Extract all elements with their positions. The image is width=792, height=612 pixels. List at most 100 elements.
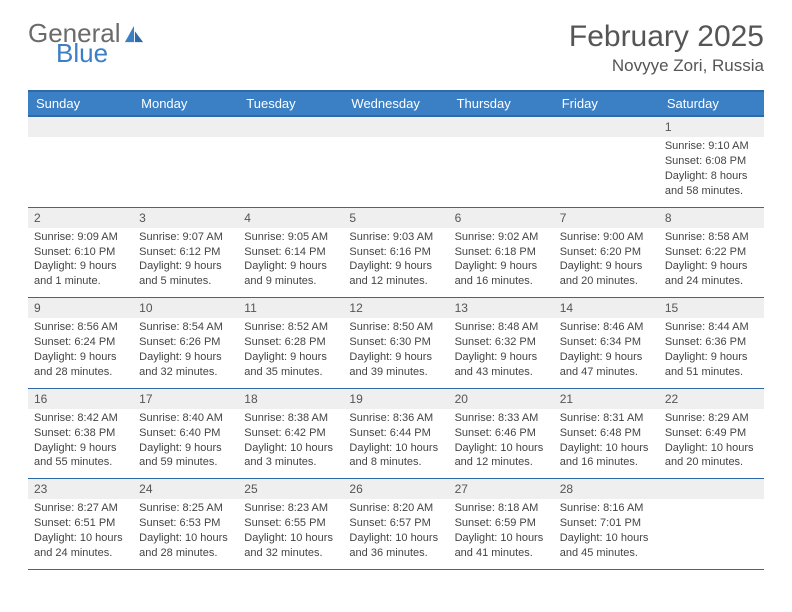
day-cell: 17Sunrise: 8:40 AMSunset: 6:40 PMDayligh… (133, 389, 238, 479)
day-number: 16 (28, 389, 133, 409)
title-block: February 2025 Novyye Zori, Russia (569, 20, 764, 76)
day-cell: 7Sunrise: 9:00 AMSunset: 6:20 PMDaylight… (554, 208, 659, 298)
sunset-text: Sunset: 6:34 PM (560, 335, 653, 350)
location: Novyye Zori, Russia (569, 56, 764, 76)
daylight-text: Daylight: 9 hours and 16 minutes. (455, 259, 548, 289)
day-number: 9 (28, 298, 133, 318)
sunrise-text: Sunrise: 8:46 AM (560, 320, 653, 335)
day-number: 13 (449, 298, 554, 318)
day-cell: 23Sunrise: 8:27 AMSunset: 6:51 PMDayligh… (28, 479, 133, 569)
day-cell: 5Sunrise: 9:03 AMSunset: 6:16 PMDaylight… (343, 208, 448, 298)
day-number: 25 (238, 479, 343, 499)
sunset-text: Sunset: 6:32 PM (455, 335, 548, 350)
day-number: 22 (659, 389, 764, 409)
sunrise-text: Sunrise: 8:36 AM (349, 411, 442, 426)
day-number: 2 (28, 208, 133, 228)
daylight-text: Daylight: 9 hours and 39 minutes. (349, 350, 442, 380)
sunrise-text: Sunrise: 8:29 AM (665, 411, 758, 426)
sunset-text: Sunset: 6:57 PM (349, 516, 442, 531)
sunrise-text: Sunrise: 8:54 AM (139, 320, 232, 335)
day-number: 18 (238, 389, 343, 409)
day-cell: 11Sunrise: 8:52 AMSunset: 6:28 PMDayligh… (238, 298, 343, 388)
day-cell: 4Sunrise: 9:05 AMSunset: 6:14 PMDaylight… (238, 208, 343, 298)
daylight-text: Daylight: 9 hours and 51 minutes. (665, 350, 758, 380)
day-cell (449, 117, 554, 207)
day-header-sunday: Sunday (28, 92, 133, 115)
sunset-text: Sunset: 6:28 PM (244, 335, 337, 350)
daylight-text: Daylight: 10 hours and 8 minutes. (349, 441, 442, 471)
day-number: 6 (449, 208, 554, 228)
sunrise-text: Sunrise: 9:03 AM (349, 230, 442, 245)
sunrise-text: Sunrise: 8:38 AM (244, 411, 337, 426)
sunset-text: Sunset: 6:26 PM (139, 335, 232, 350)
day-number: 7 (554, 208, 659, 228)
logo: GeneralBlue (28, 20, 145, 66)
daylight-text: Daylight: 9 hours and 1 minute. (34, 259, 127, 289)
sunset-text: Sunset: 6:10 PM (34, 245, 127, 260)
sunset-text: Sunset: 6:30 PM (349, 335, 442, 350)
day-cell: 9Sunrise: 8:56 AMSunset: 6:24 PMDaylight… (28, 298, 133, 388)
daylight-text: Daylight: 9 hours and 5 minutes. (139, 259, 232, 289)
sunset-text: Sunset: 6:24 PM (34, 335, 127, 350)
sunset-text: Sunset: 7:01 PM (560, 516, 653, 531)
sunrise-text: Sunrise: 9:00 AM (560, 230, 653, 245)
sunset-text: Sunset: 6:48 PM (560, 426, 653, 441)
sunset-text: Sunset: 6:46 PM (455, 426, 548, 441)
sunset-text: Sunset: 6:53 PM (139, 516, 232, 531)
day-cell: 19 Sunrise: 8:36 AMSunset: 6:44 PMDayligh… (343, 389, 448, 479)
sunset-text: Sunset: 6:12 PM (139, 245, 232, 260)
sunset-text: Sunset: 6:55 PM (244, 516, 337, 531)
day-cell: 2Sunrise: 9:09 AMSunset: 6:10 PMDaylight… (28, 208, 133, 298)
day-cell (133, 117, 238, 207)
day-cell: 25Sunrise: 8:23 AMSunset: 6:55 PMDayligh… (238, 479, 343, 569)
day-number: 24 (133, 479, 238, 499)
sunset-text: Sunset: 6:14 PM (244, 245, 337, 260)
sunset-text: Sunset: 6:49 PM (665, 426, 758, 441)
day-header-tuesday: Tuesday (238, 92, 343, 115)
sunrise-text: Sunrise: 8:33 AM (455, 411, 548, 426)
day-number (133, 117, 238, 137)
day-number: 19 (343, 389, 448, 409)
week-row: 23Sunrise: 8:27 AMSunset: 6:51 PMDayligh… (28, 479, 764, 570)
day-number: 23 (28, 479, 133, 499)
daylight-text: Daylight: 9 hours and 32 minutes. (139, 350, 232, 380)
header: GeneralBlue February 2025 Novyye Zori, R… (28, 20, 764, 76)
day-number: 8 (659, 208, 764, 228)
day-cell: 16Sunrise: 8:42 AMSunset: 6:38 PMDayligh… (28, 389, 133, 479)
sunrise-text: Sunrise: 9:05 AM (244, 230, 337, 245)
daylight-text: Daylight: 10 hours and 45 minutes. (560, 531, 653, 561)
day-cell: 1Sunrise: 9:10 AMSunset: 6:08 PMDaylight… (659, 117, 764, 207)
sunrise-text: Sunrise: 8:18 AM (455, 501, 548, 516)
sunset-text: Sunset: 6:38 PM (34, 426, 127, 441)
day-number: 17 (133, 389, 238, 409)
sunrise-text: Sunrise: 8:31 AM (560, 411, 653, 426)
calendar: Sunday Monday Tuesday Wednesday Thursday… (28, 90, 764, 570)
sunrise-text: Sunrise: 8:25 AM (139, 501, 232, 516)
day-number (659, 479, 764, 499)
sunset-text: Sunset: 6:36 PM (665, 335, 758, 350)
day-number: 26 (343, 479, 448, 499)
daylight-text: Daylight: 9 hours and 55 minutes. (34, 441, 127, 471)
daylight-text: Daylight: 10 hours and 3 minutes. (244, 441, 337, 471)
daylight-text: Daylight: 9 hours and 47 minutes. (560, 350, 653, 380)
day-cell: 20Sunrise: 8:33 AMSunset: 6:46 PMDayligh… (449, 389, 554, 479)
sunrise-text: Sunrise: 8:58 AM (665, 230, 758, 245)
day-cell: 3Sunrise: 9:07 AMSunset: 6:12 PMDaylight… (133, 208, 238, 298)
sunrise-text: Sunrise: 8:27 AM (34, 501, 127, 516)
sunset-text: Sunset: 6:22 PM (665, 245, 758, 260)
day-number: 21 (554, 389, 659, 409)
day-cell: 15Sunrise: 8:44 AMSunset: 6:36 PMDayligh… (659, 298, 764, 388)
sunset-text: Sunset: 6:44 PM (349, 426, 442, 441)
day-number: 27 (449, 479, 554, 499)
day-number: 15 (659, 298, 764, 318)
sunset-text: Sunset: 6:18 PM (455, 245, 548, 260)
sunset-text: Sunset: 6:16 PM (349, 245, 442, 260)
sunrise-text: Sunrise: 8:16 AM (560, 501, 653, 516)
week-row: 16Sunrise: 8:42 AMSunset: 6:38 PMDayligh… (28, 389, 764, 480)
day-cell (554, 117, 659, 207)
daylight-text: Daylight: 10 hours and 12 minutes. (455, 441, 548, 471)
sunset-text: Sunset: 6:40 PM (139, 426, 232, 441)
day-number: 4 (238, 208, 343, 228)
day-number (554, 117, 659, 137)
day-cell: 21Sunrise: 8:31 AMSunset: 6:48 PMDayligh… (554, 389, 659, 479)
